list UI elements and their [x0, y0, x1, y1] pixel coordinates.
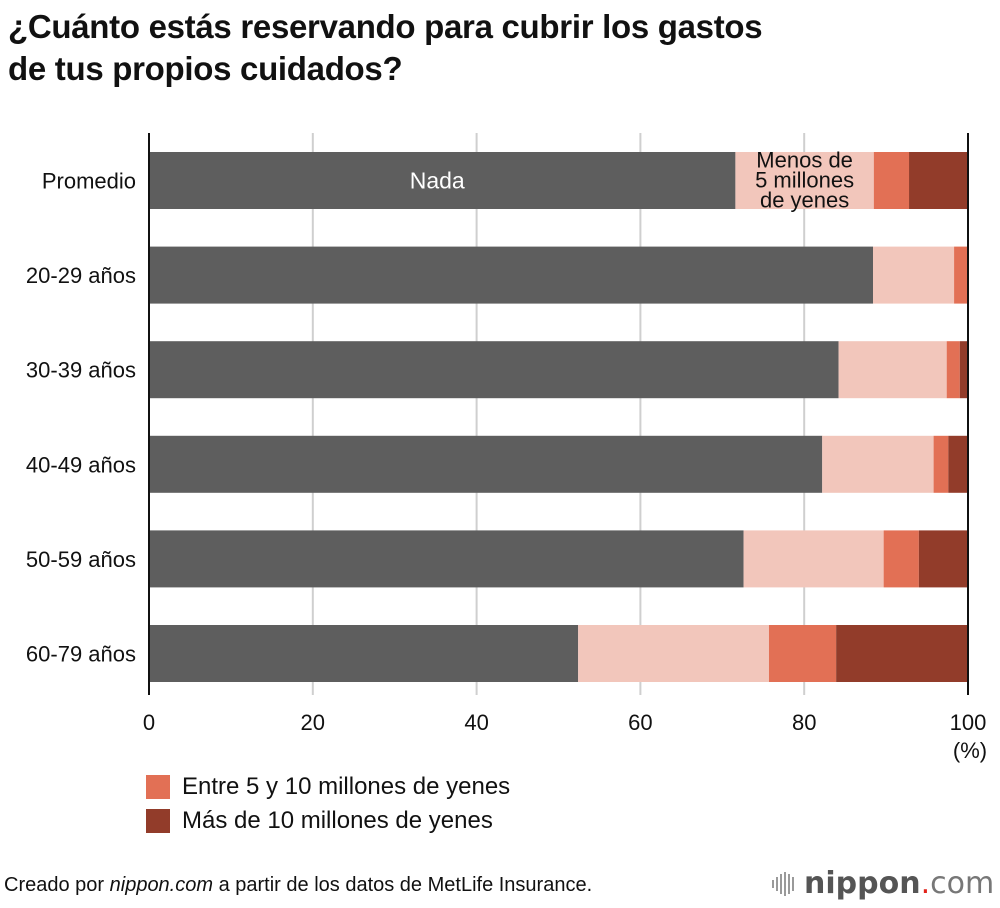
bar-40-49-anos-nada — [149, 435, 823, 493]
bar-40-49-anos-mas-de-10-millones-de-yenes — [948, 435, 968, 493]
x-tick-label-20: 20 — [301, 710, 325, 735]
logo-name: nippon — [804, 866, 921, 901]
category-label-60-79-anos: 60-79 años — [26, 642, 136, 667]
legend-label: Más de 10 millones de yenes — [182, 807, 493, 834]
bar-20-29-anos-entre-5-y-10-millones-de-yenes — [954, 246, 968, 304]
inline-label-menos-de-5-millones-de-yenes-line-2: 5 millones — [755, 168, 854, 193]
bar-20-29-anos-menos-de-5-millones-de-yenes — [872, 246, 955, 304]
logo-wordmark: nippon.com — [804, 866, 994, 901]
bar-60-79-anos-entre-5-y-10-millones-de-yenes — [768, 625, 837, 682]
logo-dot: . — [920, 866, 931, 901]
bar-60-79-anos-mas-de-10-millones-de-yenes — [836, 625, 968, 682]
bar-30-39-anos-mas-de-10-millones-de-yenes — [959, 341, 968, 399]
nippon-logo: nippon.com — [772, 866, 994, 901]
bar-promedio-menos-de-5-millones-de-yenes — [735, 152, 874, 209]
logo-tld: com — [930, 866, 995, 901]
x-tick-label-0: 0 — [143, 710, 155, 735]
x-tick-label-60: 60 — [628, 710, 652, 735]
inline-label-nada: Nada — [410, 168, 465, 194]
inline-label-menos-de-5-millones-de-yenes-line-1: Menos de — [756, 148, 853, 173]
logo-bars-icon — [772, 869, 796, 899]
bar-60-79-anos-menos-de-5-millones-de-yenes — [578, 625, 769, 682]
legend-swatch-mas-10-millones — [146, 809, 170, 833]
source-suffix: a partir de los datos de MetLife Insuran… — [213, 874, 593, 896]
bar-30-39-anos-nada — [149, 341, 839, 399]
category-label-20-29-anos: 20-29 años — [26, 263, 136, 288]
bar-30-39-anos-entre-5-y-10-millones-de-yenes — [946, 341, 960, 399]
legend-item-mas-10-millones: Más de 10 millones de yenes — [146, 804, 510, 838]
bars — [149, 152, 968, 682]
category-label-promedio: Promedio — [42, 169, 136, 194]
x-tick-label-100: 100 — [950, 710, 987, 735]
chart-title-line-2: de tus propios cuidados? — [8, 50, 403, 87]
x-unit-label: (%) — [953, 738, 987, 763]
chart-title-line-1: ¿Cuánto estás reservando para cubrir los… — [8, 8, 763, 45]
bar-50-59-anos-mas-de-10-millones-de-yenes — [918, 530, 968, 588]
source-prefix: Creado por — [4, 874, 110, 896]
bar-50-59-anos-entre-5-y-10-millones-de-yenes — [883, 530, 919, 588]
category-label-50-59-anos: 50-59 años — [26, 547, 136, 572]
legend-swatch-5-10-millones — [146, 775, 170, 799]
category-label-30-39-anos: 30-39 años — [26, 358, 136, 383]
inline-label-menos-de-5-millones-de-yenes-line-3: de yenes — [760, 188, 849, 213]
bar-promedio-entre-5-y-10-millones-de-yenes — [873, 152, 910, 209]
labels: Promedio 20-29 años 30-39 años 40-49 años 50… — [26, 148, 987, 764]
bar-20-29-anos-nada — [149, 246, 873, 304]
bar-50-59-anos-nada — [149, 530, 744, 588]
bar-30-39-anos-menos-de-5-millones-de-yenes — [838, 341, 947, 399]
legend-label: Entre 5 y 10 millones de yenes — [182, 773, 511, 800]
bar-40-49-anos-menos-de-5-millones-de-yenes — [822, 435, 934, 493]
category-label-40-49-anos: 40-49 años — [26, 452, 136, 477]
bar-promedio-mas-de-10-millones-de-yenes — [909, 152, 968, 209]
bar-promedio-nada — [149, 152, 736, 209]
legend: Entre 5 y 10 millones de yenes Más de 10… — [146, 770, 510, 838]
bar-40-49-anos-entre-5-y-10-millones-de-yenes — [933, 435, 949, 493]
bar-50-59-anos-menos-de-5-millones-de-yenes — [743, 530, 884, 588]
bar-60-79-anos-nada — [149, 625, 579, 682]
gridlines — [311, 133, 806, 695]
chart-title: ¿Cuánto estás reservando para cubrir los… — [8, 6, 998, 90]
source-site: nippon.com — [109, 874, 214, 896]
axes — [148, 133, 969, 695]
legend-item-5-10-millones: Entre 5 y 10 millones de yenes — [146, 770, 510, 804]
stacked-bar-chart: Promedio 20-29 años 30-39 años 40-49 años 50… — [26, 133, 987, 764]
x-tick-label-40: 40 — [464, 710, 488, 735]
x-tick-label-80: 80 — [792, 710, 816, 735]
source-credit: Creado por nippon.com a partir de los da… — [4, 874, 592, 897]
